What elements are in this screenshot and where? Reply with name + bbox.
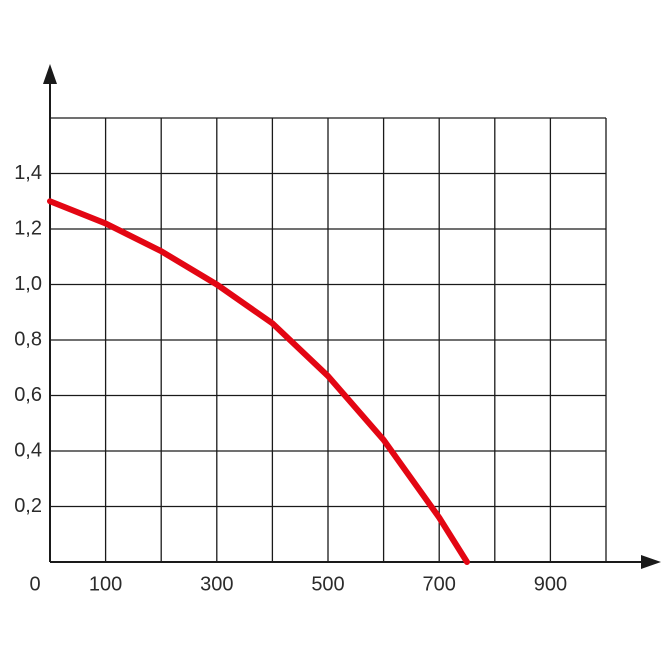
x-axis-arrow (641, 555, 661, 569)
x-tick-label: 500 (311, 573, 344, 595)
y-tick-label: 1,4 (14, 162, 42, 184)
x-tick-label: 700 (423, 573, 456, 595)
y-axis-arrow (43, 64, 57, 84)
y-tick-label: 0,8 (14, 328, 42, 350)
y-tick-label: 1,0 (14, 273, 42, 295)
x-tick-label: 0 (29, 573, 40, 595)
x-tick-label: 900 (534, 573, 567, 595)
x-tick-label: 100 (89, 573, 122, 595)
x-tick-label: 300 (200, 573, 233, 595)
y-tick-label: 0,2 (14, 495, 42, 517)
y-tick-label: 1,2 (14, 217, 42, 239)
y-tick-label: 0,6 (14, 384, 42, 406)
curve (47, 198, 470, 565)
y-tick-label: 0,4 (14, 439, 42, 461)
